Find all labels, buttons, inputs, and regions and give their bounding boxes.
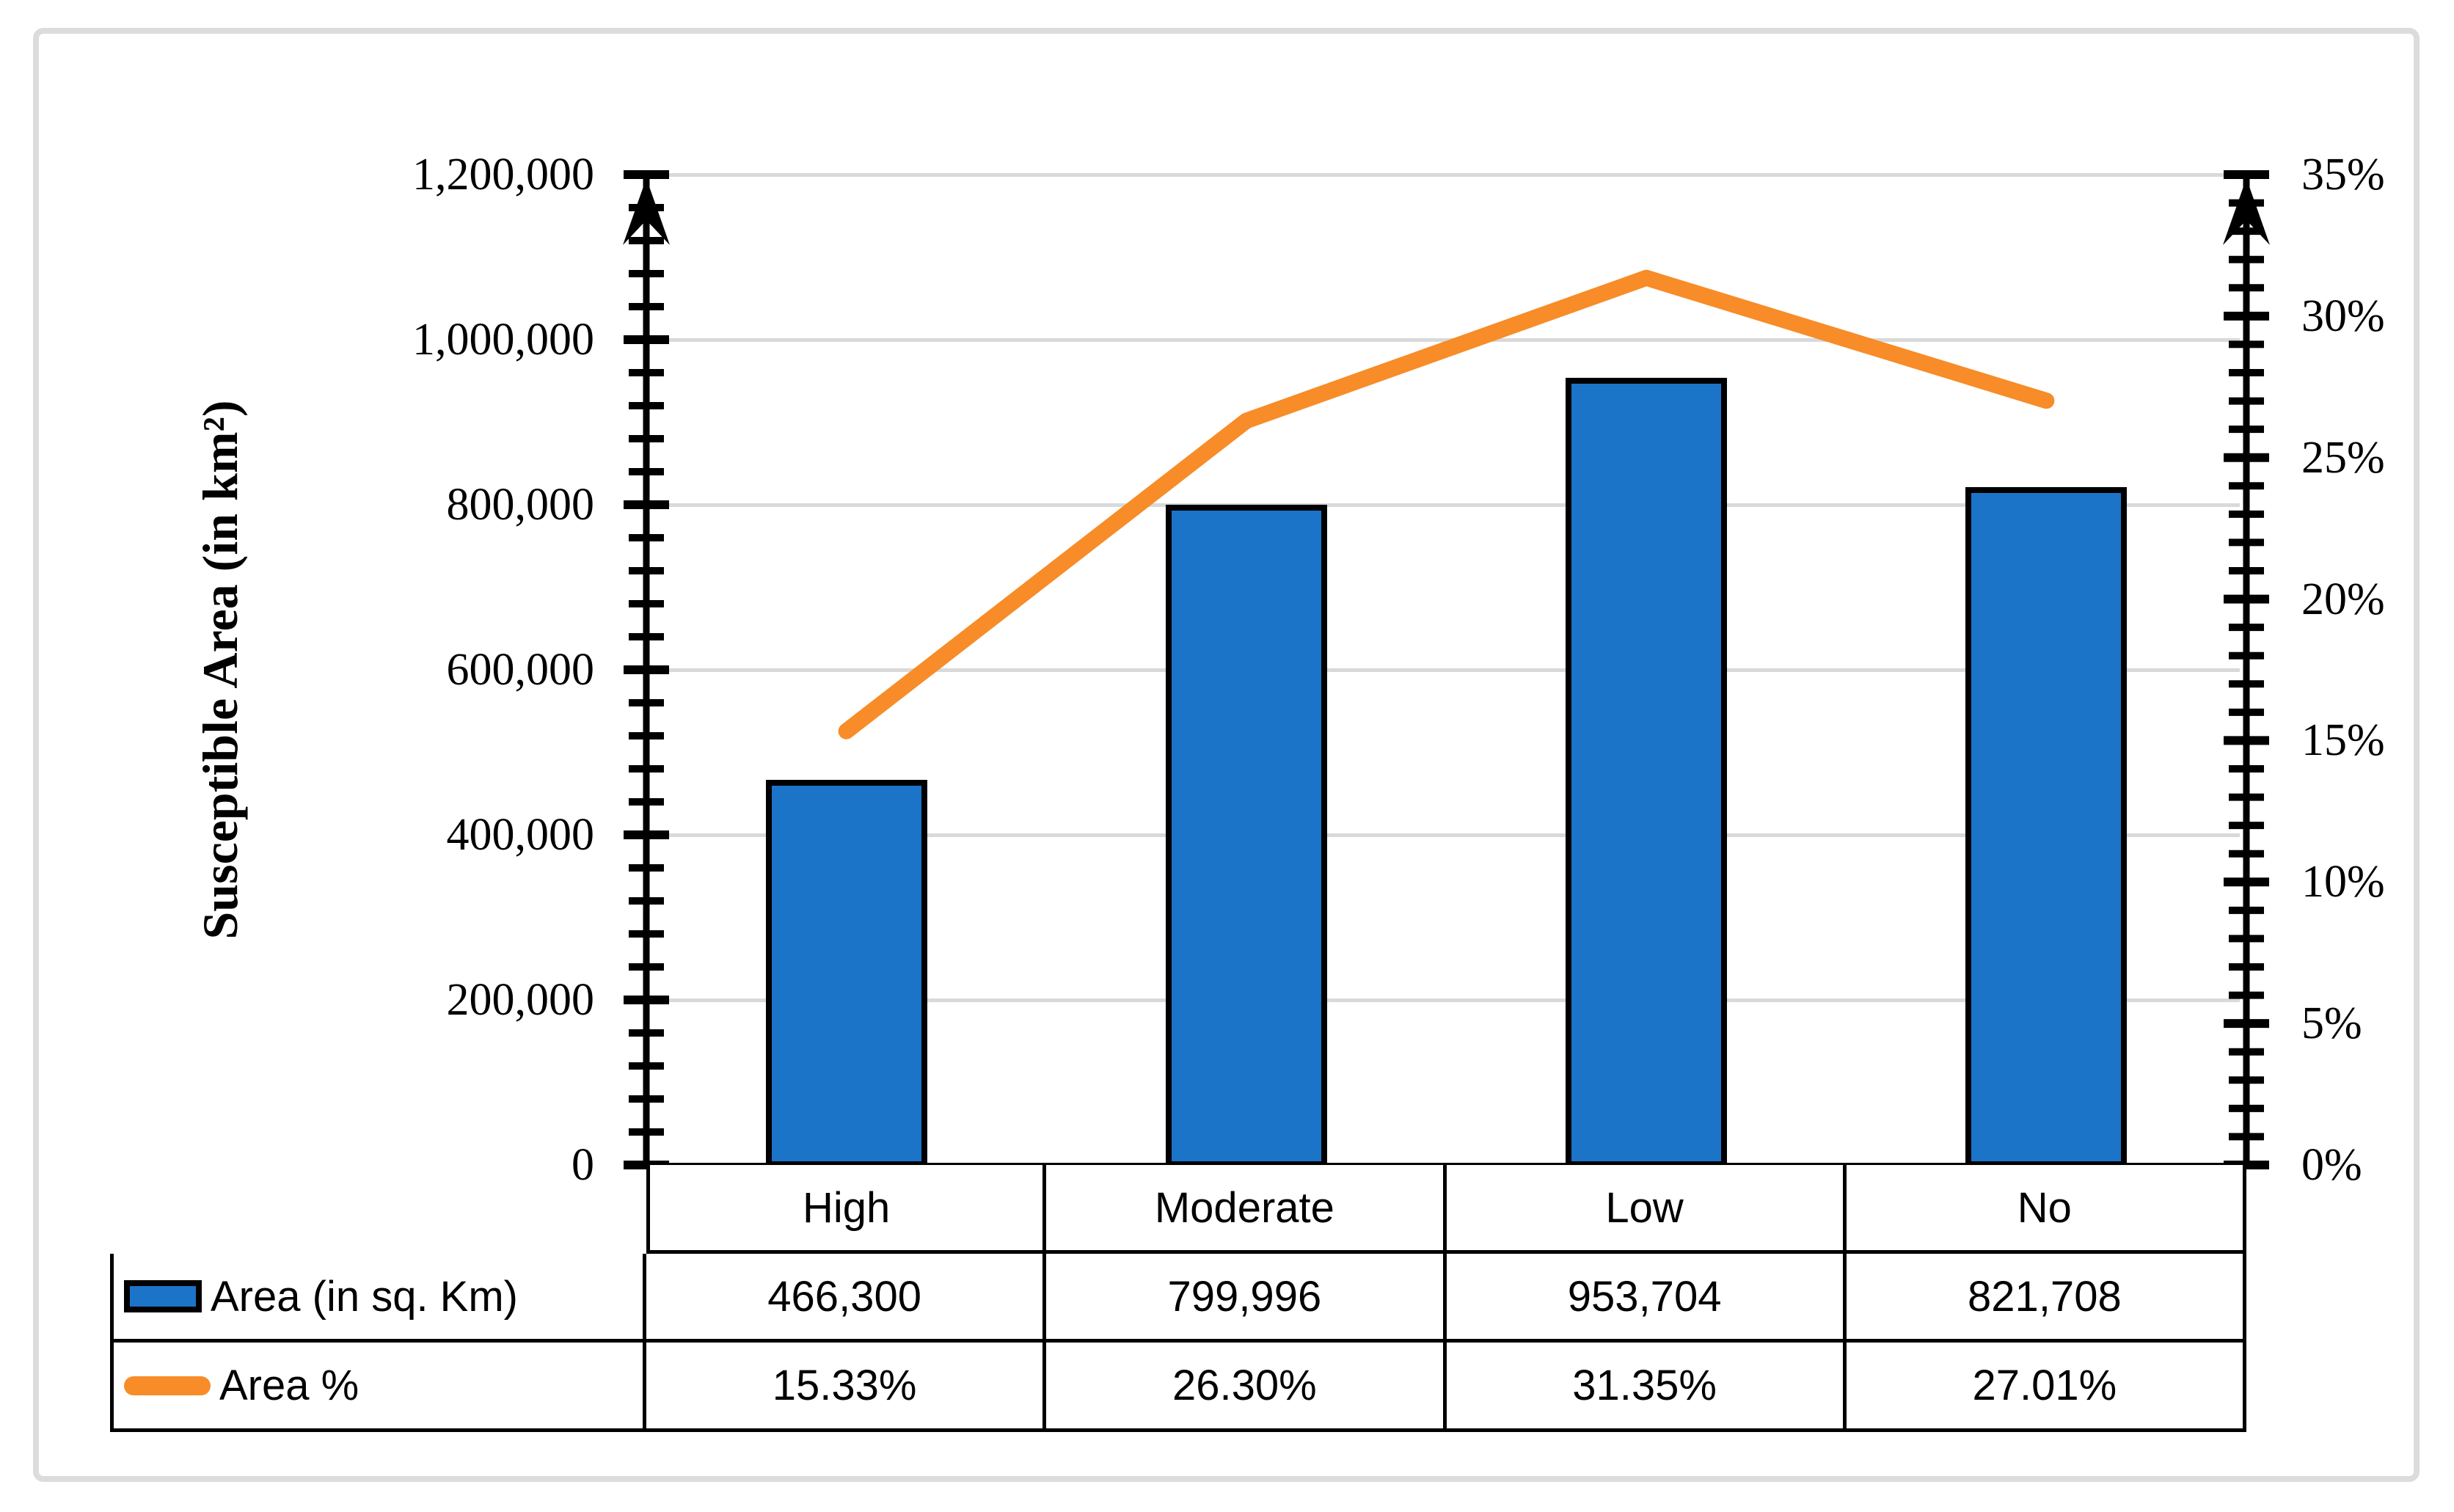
gridline (653, 668, 2240, 672)
legend-label-area-pct: Area % (219, 1362, 359, 1409)
y-right-tick-label: 35% (2301, 150, 2385, 200)
bar-moderate (1165, 505, 1327, 1167)
table-header-low: Low (1446, 1165, 1847, 1254)
legend-item-area-pct: Area % (110, 1343, 646, 1432)
table-value-pct-moderate: 26.30% (1046, 1343, 1447, 1432)
gridline (653, 833, 2240, 837)
y-right-tick-label: 30% (2301, 291, 2385, 341)
table-value-area-moderate: 799,996 (1046, 1254, 1447, 1343)
y-left-tick-label: 800,000 (446, 480, 595, 530)
table-corner-cell (110, 1165, 646, 1254)
bar-high (765, 780, 927, 1167)
legend-label-area: Area (in sq. Km) (211, 1272, 518, 1321)
table-header-high: High (646, 1165, 1047, 1254)
y-left-tick-label: 200,000 (446, 975, 595, 1025)
table-value-area-high: 466,300 (646, 1254, 1047, 1343)
y-right-tick-label: 5% (2301, 998, 2362, 1049)
legend-item-area: Area (in sq. Km) (110, 1254, 646, 1343)
line-series-swatch (124, 1376, 211, 1395)
gridline (653, 337, 2240, 342)
y-left-tick-label: 0 (571, 1140, 594, 1190)
y-right-tick-label: 20% (2301, 574, 2385, 624)
table-value-pct-no: 27.01% (1846, 1343, 2246, 1432)
table-value-area-no: 821,708 (1846, 1254, 2246, 1343)
gridline (653, 172, 2240, 177)
table-header-moderate: Moderate (1046, 1165, 1447, 1254)
table-value-pct-low: 31.35% (1446, 1343, 1847, 1432)
gridline (653, 503, 2240, 507)
y-left-tick-label: 1,200,000 (412, 150, 594, 200)
table-value-pct-high: 15.33% (646, 1343, 1047, 1432)
area-percent-line (838, 269, 2055, 739)
y-right-tick-label: 10% (2301, 857, 2385, 907)
y-right-tick-label: 25% (2301, 432, 2385, 483)
y-left-tick-label: 400,000 (446, 810, 595, 860)
figure-border (33, 28, 2420, 1482)
table-value-area-low: 953,704 (1446, 1254, 1847, 1343)
table-header-no: No (1846, 1165, 2246, 1254)
y-axis-left-title: Susceptible Area (in km²) (192, 400, 248, 940)
data-table: High Moderate Low No Area (in sq. Km) 46… (110, 1165, 2246, 1432)
bar-low (1566, 378, 1728, 1167)
y-right-tick-label: 0% (2301, 1140, 2362, 1190)
y-axis-left-arrowhead (623, 178, 670, 245)
y-left-tick-label: 600,000 (446, 645, 595, 695)
bar-series-swatch (124, 1280, 202, 1312)
y-right-tick-label: 15% (2301, 715, 2385, 766)
y-left-tick-label: 1,000,000 (412, 315, 594, 365)
gridline (653, 998, 2240, 1002)
